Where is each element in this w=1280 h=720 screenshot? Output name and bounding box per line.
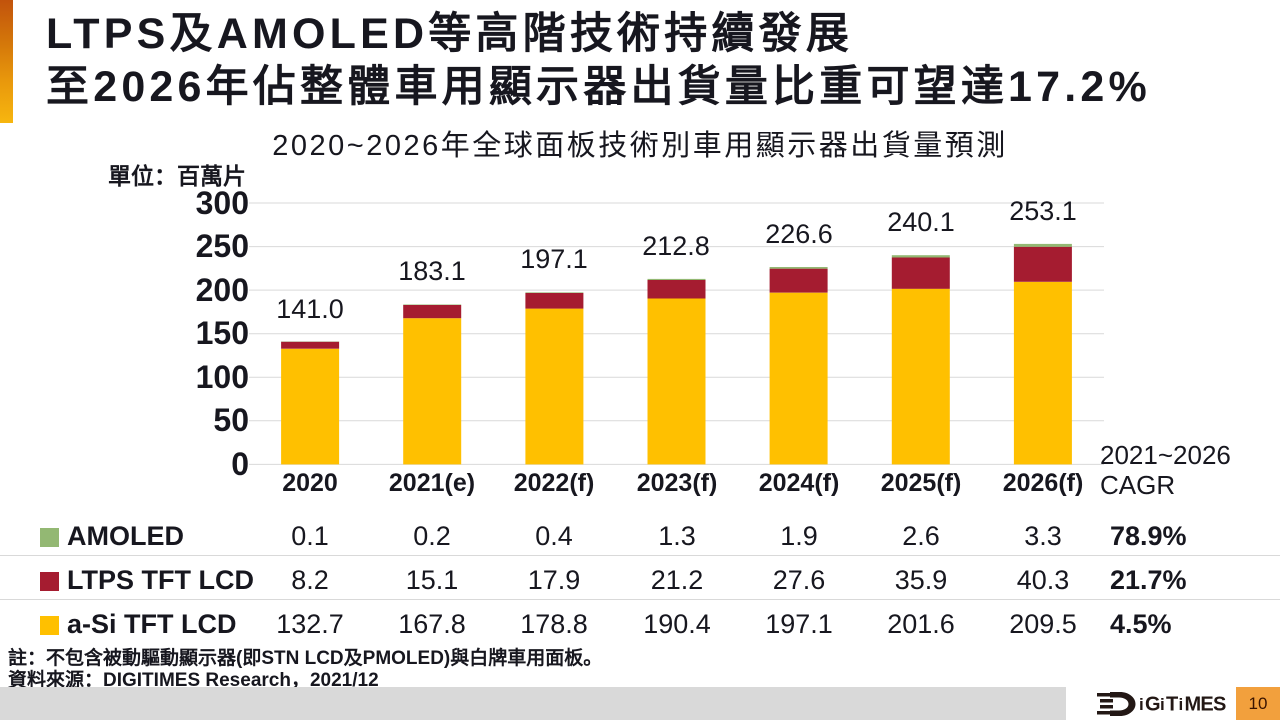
svg-text:MES: MES <box>1185 694 1227 716</box>
svg-text:i: i <box>1160 695 1164 714</box>
svg-text:T: T <box>1166 694 1178 716</box>
svg-text:G: G <box>1145 694 1160 716</box>
svg-text:i: i <box>1179 695 1183 714</box>
svg-text:i: i <box>1139 695 1143 714</box>
